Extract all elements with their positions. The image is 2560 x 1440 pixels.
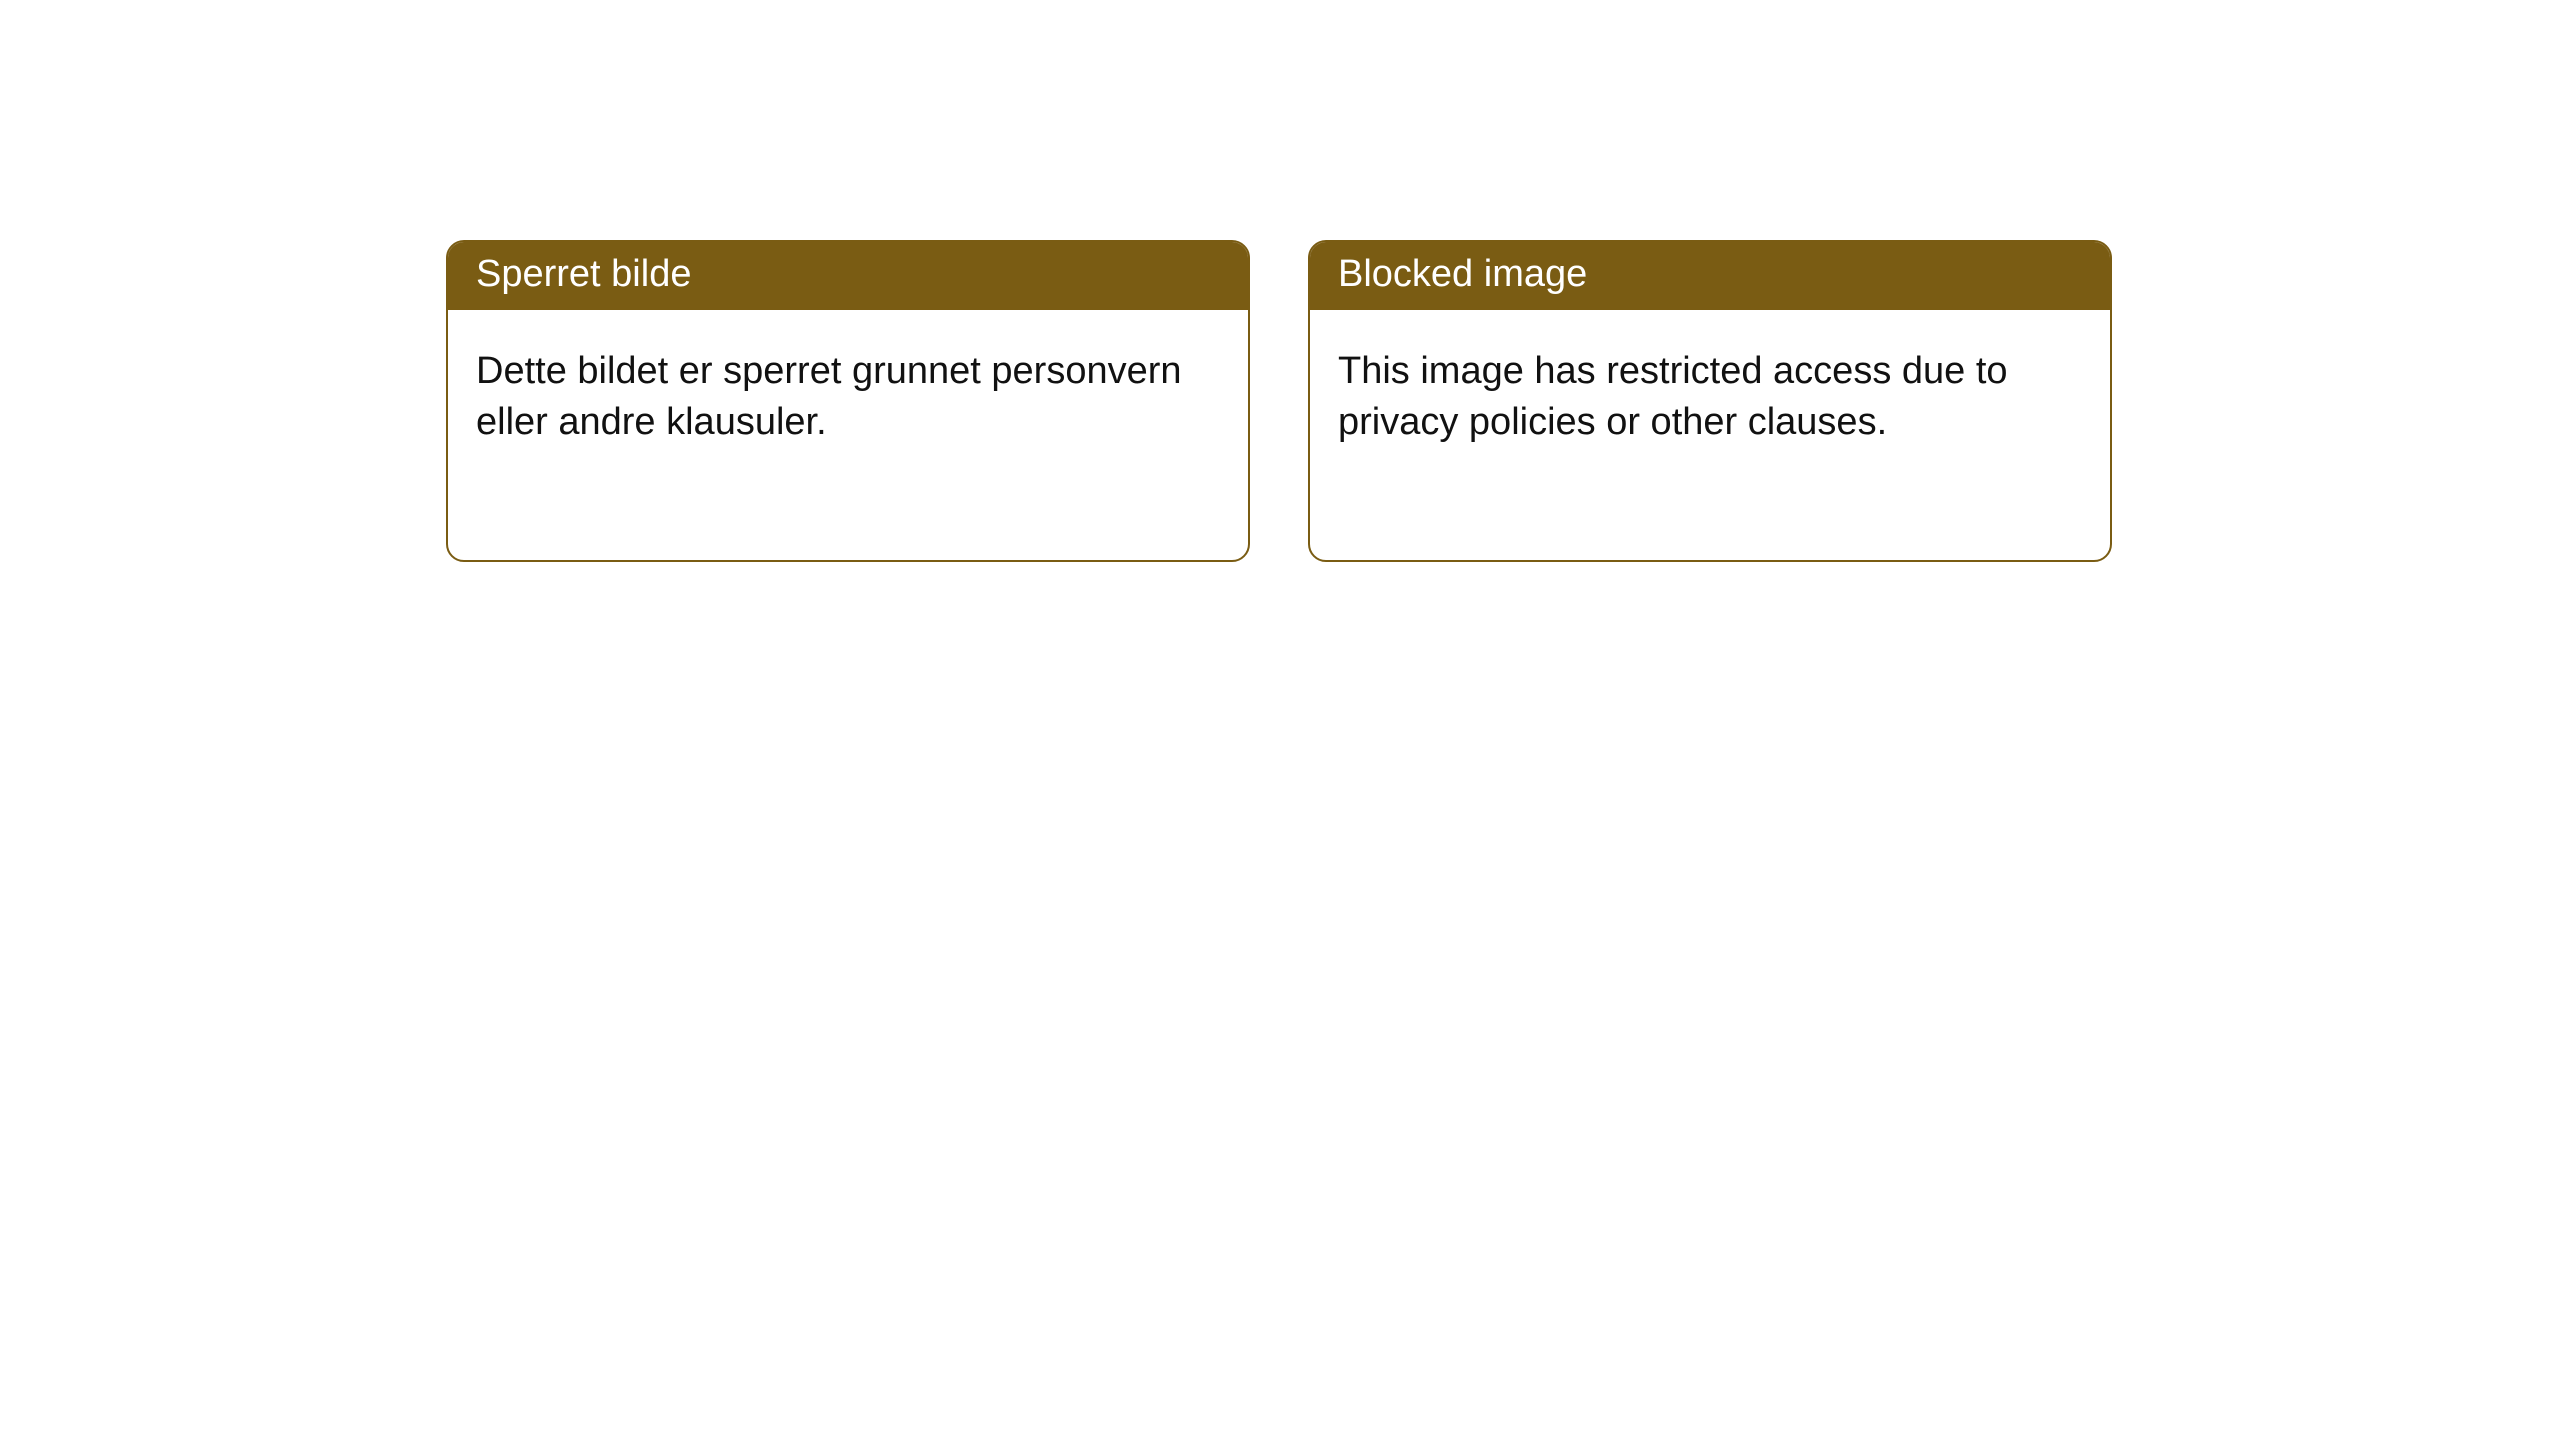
notice-body-english: This image has restricted access due to …: [1310, 310, 2110, 560]
notice-card-container: Sperret bilde Dette bildet er sperret gr…: [446, 240, 2112, 562]
notice-header-norwegian: Sperret bilde: [448, 242, 1248, 310]
notice-card-english: Blocked image This image has restricted …: [1308, 240, 2112, 562]
notice-body-norwegian: Dette bildet er sperret grunnet personve…: [448, 310, 1248, 560]
notice-header-english: Blocked image: [1310, 242, 2110, 310]
notice-card-norwegian: Sperret bilde Dette bildet er sperret gr…: [446, 240, 1250, 562]
